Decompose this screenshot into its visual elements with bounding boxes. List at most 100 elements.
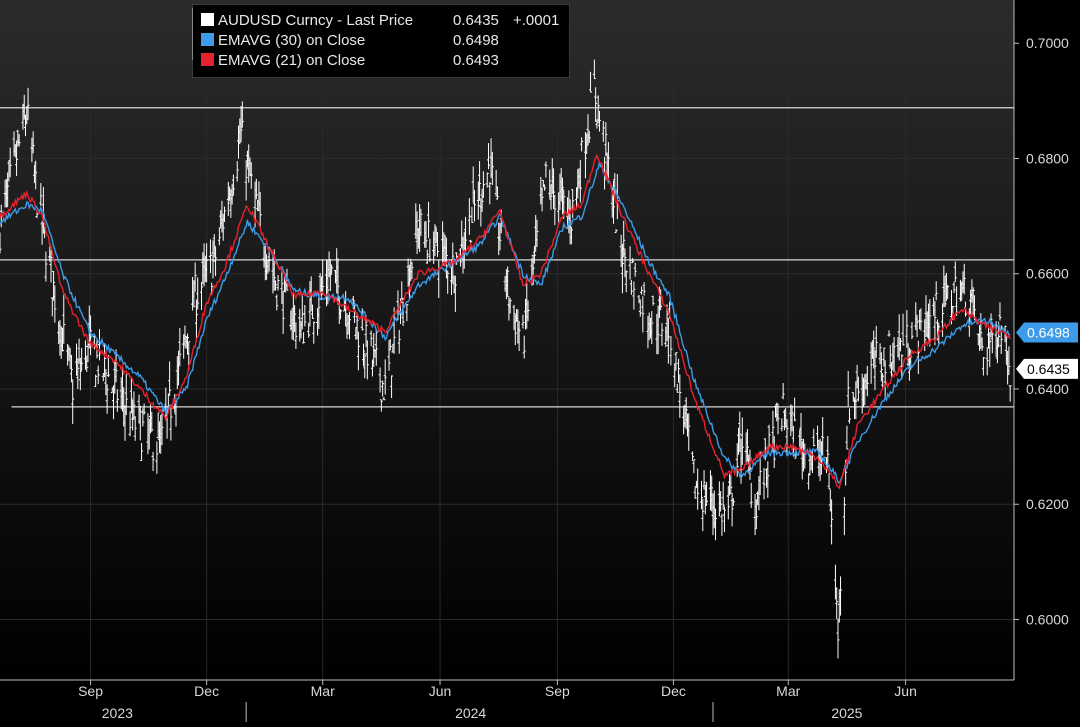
price-bar [691, 451, 695, 462]
legend-label: EMAVG (21) on Close [218, 52, 366, 69]
price-bar [693, 486, 697, 499]
price-bar [105, 384, 109, 414]
price-bar [254, 178, 258, 200]
price-bar [888, 345, 892, 369]
y-tick-label: 0.6000 [1026, 611, 1069, 627]
price-bar [142, 403, 146, 415]
price-bar [222, 206, 226, 222]
price-bar [692, 459, 696, 474]
price-bar [712, 490, 716, 529]
price-bar [933, 301, 937, 346]
y-tick-label: 0.6800 [1026, 150, 1069, 166]
price-bar [522, 335, 526, 359]
price-bar [842, 497, 846, 536]
price-bar [470, 206, 474, 223]
legend-row-ema30[interactable]: EMAVG (30) on Close 0.6498 [201, 31, 561, 51]
price-bar [781, 383, 785, 400]
price-bar [374, 329, 378, 366]
price-bar [310, 304, 314, 320]
price-bar [785, 419, 789, 456]
price-bar [569, 227, 573, 245]
price-bar [985, 347, 989, 376]
price-bar [721, 481, 725, 510]
price-bar [76, 358, 80, 389]
price-bar [928, 299, 932, 347]
price-bar [381, 380, 385, 397]
legend-row-ema21[interactable]: EMAVG (21) on Close 0.6493 [201, 51, 561, 71]
legend-row-price[interactable]: AUDUSD Curncy - Last Price 0.6435 +.0001 [201, 11, 561, 31]
price-bar [94, 374, 98, 388]
price-bar [106, 354, 110, 378]
price-bar [238, 118, 242, 145]
last-tag-price: 0.6435 [1016, 358, 1078, 379]
price-bar [650, 311, 654, 344]
price-bar [633, 262, 637, 277]
last-tag-ema30-shape [1016, 322, 1078, 343]
price-bar [767, 424, 771, 448]
price-bar [580, 137, 584, 152]
price-bar [467, 198, 471, 235]
price-bar [953, 261, 957, 283]
price-bar [168, 361, 172, 396]
price-bar [379, 399, 383, 412]
price-bar [124, 373, 128, 416]
price-bar [363, 352, 367, 379]
price-bar [221, 213, 225, 241]
price-bar [799, 412, 803, 454]
price-bar [293, 305, 297, 333]
price-bar [85, 355, 89, 373]
price-bar [541, 179, 545, 188]
y-tick-label: 0.6200 [1026, 496, 1069, 512]
price-bar [274, 280, 278, 291]
price-bar [26, 87, 30, 120]
price-bar [998, 302, 1002, 321]
price-bar [383, 359, 387, 395]
price-bar [435, 232, 439, 257]
price-bar [720, 513, 724, 536]
price-bar [80, 347, 84, 371]
price-bar [44, 251, 48, 282]
price-bar [548, 169, 552, 199]
price-bar [726, 485, 730, 520]
price-bar [898, 338, 902, 352]
price-bar [208, 239, 212, 274]
price-bar [517, 320, 521, 352]
price-bar [6, 172, 10, 208]
price-bar [628, 246, 632, 280]
y-tick-label: 0.7000 [1026, 35, 1069, 51]
price-bar [656, 305, 660, 355]
price-bar [103, 343, 107, 378]
price-bar [873, 349, 877, 391]
price-bar [355, 315, 359, 340]
price-bar [919, 308, 923, 331]
price-bar [178, 327, 182, 367]
legend-value: 0.6498 [453, 32, 499, 49]
price-bar [521, 314, 525, 329]
price-bar [719, 491, 723, 512]
price-bar [845, 425, 849, 450]
price-bar [943, 276, 947, 308]
price-bars [0, 59, 1012, 659]
price-bar [892, 337, 896, 373]
price-bar [553, 194, 557, 226]
legend-swatch-ema30 [201, 33, 214, 46]
price-bar [1007, 346, 1011, 375]
price-bar [480, 188, 484, 212]
legend-change: +.0001 [513, 12, 560, 29]
price-bar [392, 307, 396, 354]
price-bar [185, 333, 189, 355]
legend[interactable]: AUDUSD Curncy - Last Price 0.6435 +.0001… [192, 4, 570, 78]
price-bar [362, 343, 366, 367]
legend-collapse-icon[interactable] [192, 8, 200, 60]
price-bar [651, 295, 655, 306]
price-bar [140, 442, 144, 461]
price-bar [827, 472, 831, 490]
price-bar [846, 370, 850, 407]
price-bar [425, 249, 429, 264]
price-bar [133, 416, 137, 441]
price-bar [659, 289, 663, 311]
price-bar [592, 59, 596, 80]
price-bar [722, 506, 726, 533]
legend-swatch-ema21 [201, 53, 214, 66]
price-bar [476, 181, 480, 220]
